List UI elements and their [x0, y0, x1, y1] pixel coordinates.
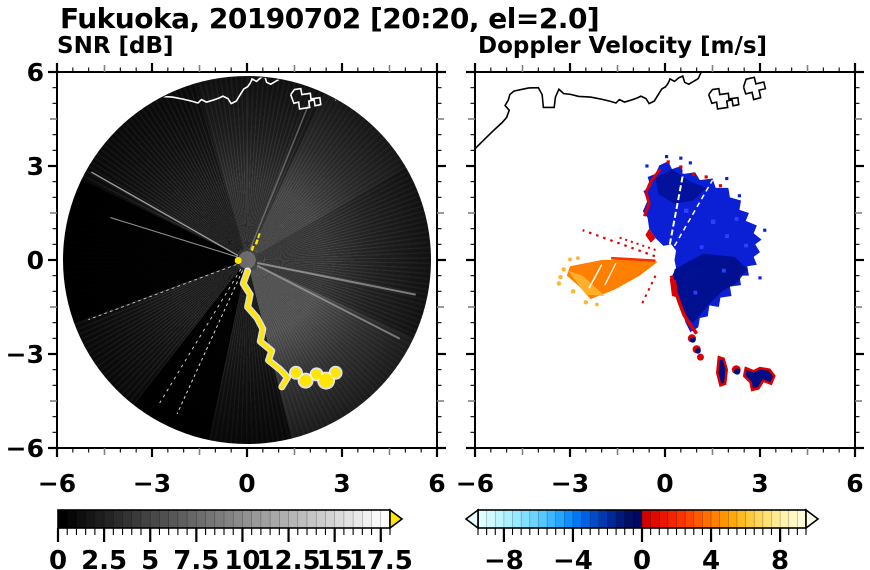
velocity-clutter-blobs — [688, 334, 774, 390]
colorbar-tick-label: 8 — [771, 546, 789, 570]
panel-frame — [56, 71, 438, 449]
snr-disk-overlay — [57, 70, 416, 414]
snr-radar-disk — [63, 76, 431, 444]
x-tick-label: 6 — [428, 469, 445, 498]
x-tick-label: −6 — [38, 469, 76, 498]
snr-panel-title: SNR [dB] — [57, 33, 174, 59]
x-tick-label: 0 — [238, 469, 255, 498]
x-tick-label: 3 — [751, 469, 768, 498]
colorbar-under-arrow — [464, 508, 479, 530]
colorbar-tick-label: 12.5 — [256, 546, 320, 570]
colorbar-tick-label: 0 — [49, 546, 67, 570]
colorbar-tick-label: −4 — [553, 546, 593, 570]
velocity-panel-title: Doppler Velocity [m/s] — [478, 33, 768, 59]
velocity-panel-overlay — [475, 70, 774, 390]
x-tick-label: −6 — [456, 469, 494, 498]
colorbar-tick-label: 0 — [633, 546, 651, 570]
x-tick-label: 0 — [656, 469, 673, 498]
colorbar-tick-label: 15 — [317, 546, 353, 570]
velocity-fields — [556, 155, 775, 390]
colorbar-tick-label: 7.5 — [173, 546, 219, 570]
colorbar-over-arrow — [805, 508, 820, 530]
y-tick-label: −6 — [6, 434, 44, 463]
panel-frame — [474, 71, 856, 449]
y-tick-label: 0 — [27, 246, 44, 275]
y-tick-label: −3 — [6, 340, 44, 369]
colorbar-tick-label: −8 — [484, 546, 524, 570]
colorbar-tick-label: 10 — [224, 546, 260, 570]
x-tick-label: 3 — [333, 469, 350, 498]
radar-center-hole — [656, 250, 674, 268]
snr-clutter-blobs — [234, 232, 343, 390]
colorbar-tick-label: 4 — [702, 546, 720, 570]
figure-title: Fukuoka, 20190702 [20:20, el=2.0] — [60, 2, 600, 35]
x-tick-label: −3 — [133, 469, 171, 498]
velocity-dotted-rays — [582, 168, 714, 306]
snr-clutter-ridge — [243, 271, 287, 387]
colorbar-tick-label: 2.5 — [81, 546, 127, 570]
x-tick-label: −3 — [551, 469, 589, 498]
colorbar-over-arrow — [389, 508, 404, 530]
x-tick-label: 6 — [846, 469, 863, 498]
colorbar-tick-label: 5 — [141, 546, 159, 570]
colorbar-tick-label: 17.5 — [349, 546, 413, 570]
y-tick-label: 6 — [27, 58, 44, 87]
snr-beam-rays — [88, 99, 416, 414]
y-tick-label: 3 — [27, 152, 44, 181]
